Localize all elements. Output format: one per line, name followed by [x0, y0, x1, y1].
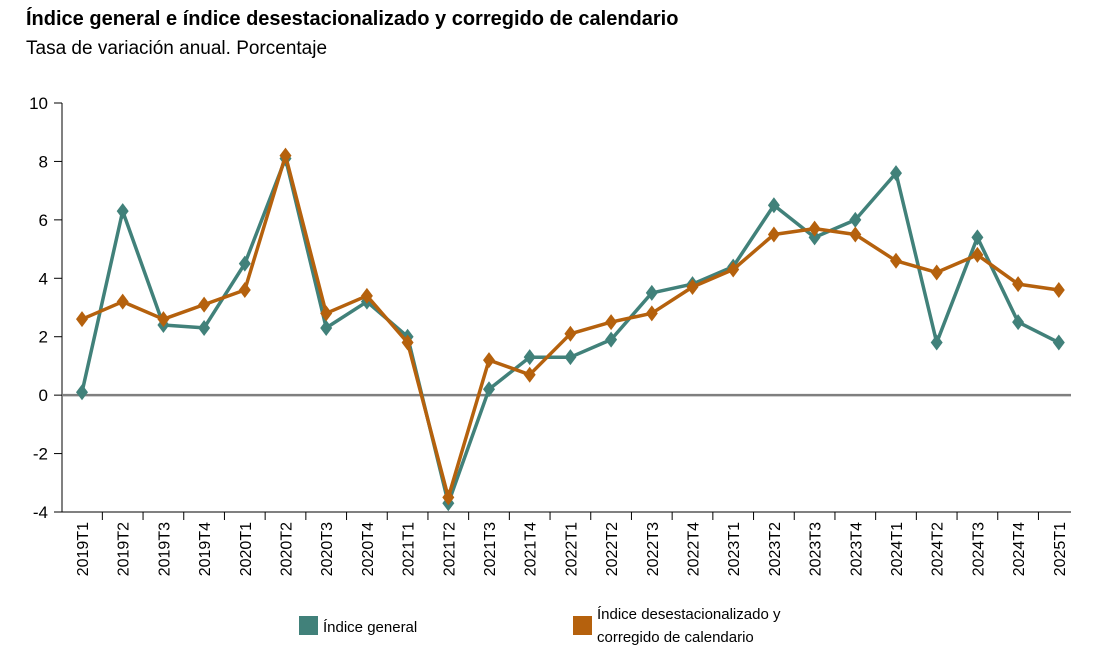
data-point: [767, 197, 780, 214]
data-point: [76, 311, 88, 328]
chart-legend: Índice general Índice desestacionalizado …: [299, 606, 781, 646]
legend-label-general: Índice general: [323, 619, 417, 636]
data-point: [320, 319, 333, 336]
data-point: [483, 381, 495, 398]
data-point: [198, 296, 211, 313]
data-point: [564, 349, 577, 366]
data-point: [116, 293, 129, 310]
data-point: [198, 319, 211, 336]
data-point: [971, 229, 984, 246]
x-tick-label: 2020T3: [319, 522, 336, 576]
data-point: [645, 305, 658, 322]
x-tick-label: 2023T4: [848, 522, 865, 576]
data-point: [76, 384, 88, 401]
x-tick-label: 2020T2: [279, 522, 296, 576]
data-point: [890, 165, 902, 182]
x-tick-label: 2024T3: [970, 522, 987, 576]
data-point: [1012, 276, 1025, 293]
data-point: [320, 305, 333, 322]
data-point: [564, 325, 577, 342]
y-tick-label: 6: [39, 211, 48, 230]
data-point: [157, 311, 170, 328]
data-point: [849, 211, 862, 228]
x-tick-label: 2020T4: [360, 522, 377, 576]
x-tick-label: 2022T2: [604, 522, 621, 576]
y-tick-label: 4: [39, 269, 48, 288]
data-point: [930, 264, 943, 281]
x-tick-label: 2019T1: [75, 522, 92, 576]
x-tick-label: 2021T2: [441, 522, 458, 576]
legend-swatch-desestacionalizado: [573, 616, 592, 635]
data-point: [1052, 334, 1065, 351]
y-tick-label: 10: [29, 94, 48, 113]
y-tick-label: 0: [39, 386, 48, 405]
chart-subtitle: Tasa de variación anual. Porcentaje: [26, 38, 328, 59]
x-tick-label: 2023T2: [767, 522, 784, 576]
data-point: [1052, 281, 1065, 298]
x-tick-label: 2024T1: [889, 522, 906, 576]
series-2: [76, 147, 1065, 506]
x-tick-label: 2021T4: [523, 522, 540, 576]
data-point: [238, 255, 251, 272]
x-tick-label: 2019T4: [197, 522, 214, 576]
x-tick-label: 2022T4: [686, 522, 703, 576]
data-point: [767, 226, 780, 243]
chart-title: Índice general e índice desestacionaliza…: [26, 8, 679, 30]
x-tick-label: 2019T2: [116, 522, 133, 576]
y-tick-label: 8: [39, 152, 48, 171]
x-tick-label: 2025T1: [1052, 522, 1069, 576]
x-tick-label: 2022T1: [563, 522, 580, 576]
data-point: [360, 287, 373, 304]
y-tick-label: -4: [33, 503, 48, 522]
data-point: [930, 334, 943, 351]
x-tick-label: 2021T1: [401, 522, 418, 576]
x-tick-label: 2024T2: [930, 522, 947, 576]
data-point: [971, 246, 984, 263]
data-point: [808, 220, 821, 237]
x-tick-label: 2020T1: [238, 522, 255, 576]
chart-series: [76, 147, 1065, 512]
x-tick-label: 2023T1: [726, 522, 743, 576]
x-tick-label: 2019T3: [156, 522, 173, 576]
data-point: [523, 349, 536, 366]
data-point: [686, 279, 699, 296]
legend-swatch-general: [299, 616, 318, 635]
chart-axes: 10 8 6 4 2 0 -2 -4 2019T1 2019T2 2019T3 2019T4 2020T…: [29, 94, 1071, 576]
data-point: [1012, 314, 1025, 331]
data-point: [442, 489, 455, 506]
x-tick-label: 2022T3: [645, 522, 662, 576]
data-point: [238, 281, 251, 298]
data-point: [483, 352, 495, 369]
data-point: [849, 226, 862, 243]
legend-label-desestacionalizado: corregido de calendario: [597, 629, 754, 646]
data-point: [401, 334, 414, 351]
data-point: [808, 229, 821, 246]
legend-label-desestacionalizado: Índice desestacionalizado y: [597, 606, 781, 623]
data-point: [890, 252, 902, 269]
data-point: [605, 314, 618, 331]
x-tick-label: 2021T3: [482, 522, 499, 576]
y-tick-label: 2: [39, 328, 48, 347]
y-tick-label: -2: [33, 445, 48, 464]
x-tick-label: 2023T3: [808, 522, 825, 576]
data-point: [727, 261, 740, 278]
data-point: [523, 366, 536, 383]
x-tick-label: 2024T4: [1011, 522, 1028, 576]
data-point: [645, 284, 658, 301]
data-point: [116, 203, 129, 220]
data-point: [605, 331, 618, 348]
data-point: [279, 147, 292, 164]
